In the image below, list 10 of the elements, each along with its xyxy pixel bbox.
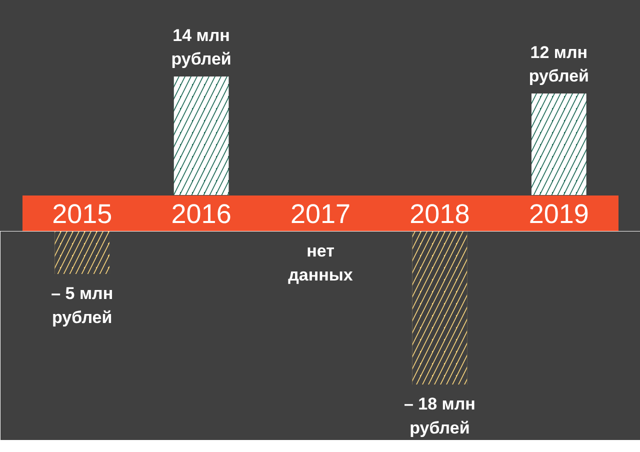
x-tick-label: 2019 — [528, 199, 589, 229]
data-label: 12 млн рублей — [528, 42, 589, 86]
data-label: – 18 млн рублей — [404, 394, 476, 438]
x-tick-label: 2018 — [410, 199, 470, 229]
x-tick-label: 2016 — [171, 199, 232, 229]
data-label: 14 млн рублей — [171, 26, 232, 68]
data-label: – 5 млн рублей — [51, 284, 114, 327]
text: нет данных — [288, 242, 353, 284]
x-tick-label: 2017 — [290, 199, 351, 229]
x-tick-label: 2015 — [52, 199, 112, 229]
